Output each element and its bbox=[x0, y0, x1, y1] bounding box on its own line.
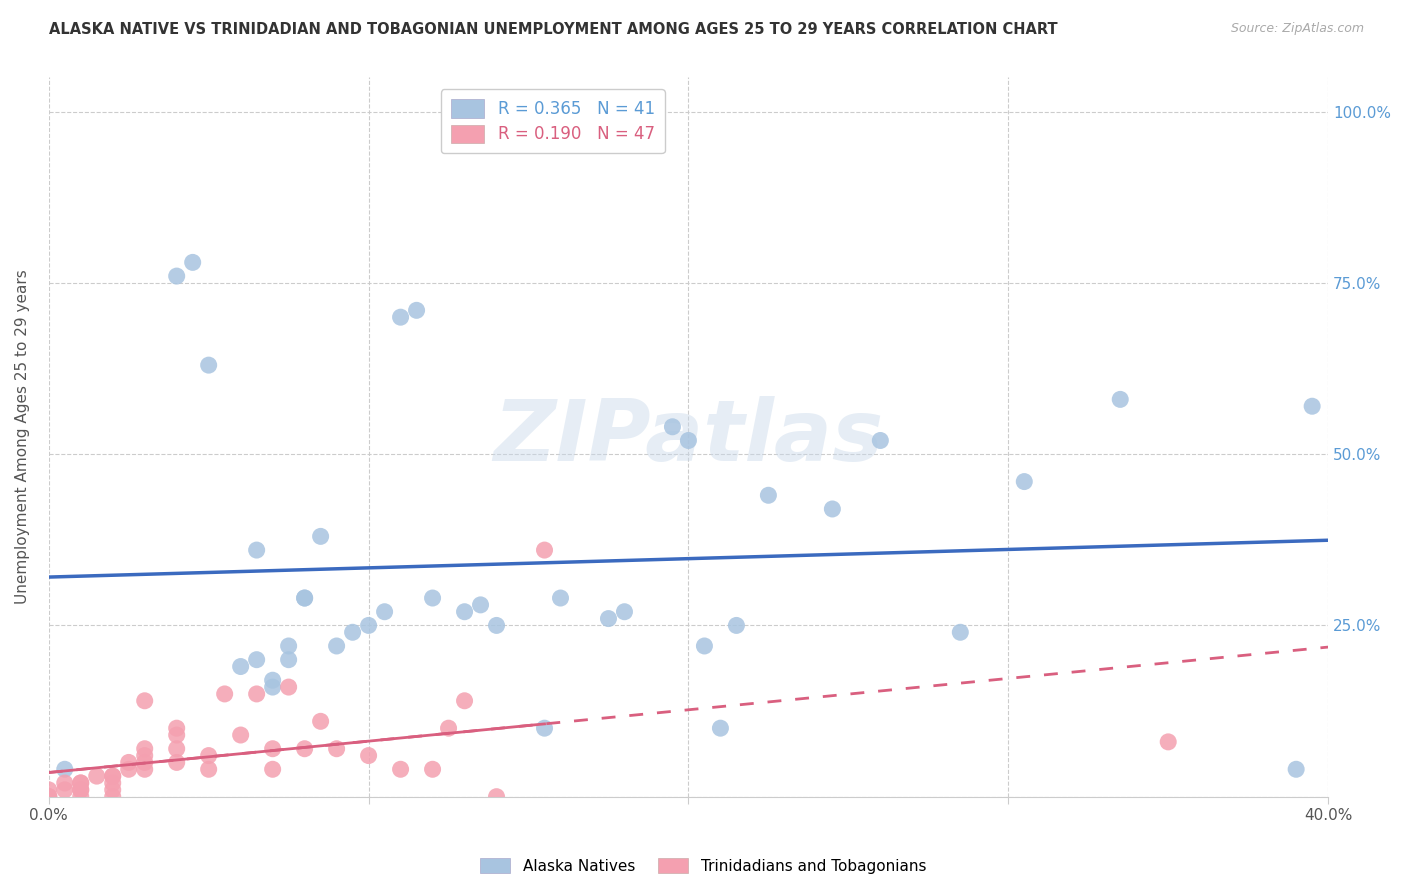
Point bbox=[69, 789, 91, 804]
Point bbox=[69, 782, 91, 797]
Point bbox=[262, 673, 284, 688]
Point bbox=[725, 618, 748, 632]
Point bbox=[1285, 762, 1308, 776]
Point bbox=[53, 776, 76, 790]
Text: ALASKA NATIVE VS TRINIDADIAN AND TOBAGONIAN UNEMPLOYMENT AMONG AGES 25 TO 29 YEA: ALASKA NATIVE VS TRINIDADIAN AND TOBAGON… bbox=[49, 22, 1057, 37]
Point bbox=[101, 769, 124, 783]
Point bbox=[277, 680, 299, 694]
Point bbox=[134, 694, 156, 708]
Point bbox=[101, 776, 124, 790]
Point bbox=[437, 721, 460, 735]
Point bbox=[166, 721, 188, 735]
Legend: R = 0.365   N = 41, R = 0.190   N = 47: R = 0.365 N = 41, R = 0.190 N = 47 bbox=[441, 89, 665, 153]
Point bbox=[949, 625, 972, 640]
Text: ZIPatlas: ZIPatlas bbox=[494, 395, 883, 478]
Point bbox=[422, 762, 444, 776]
Point bbox=[86, 769, 108, 783]
Y-axis label: Unemployment Among Ages 25 to 29 years: Unemployment Among Ages 25 to 29 years bbox=[15, 269, 30, 605]
Point bbox=[294, 591, 316, 605]
Point bbox=[693, 639, 716, 653]
Point bbox=[181, 255, 204, 269]
Point bbox=[262, 741, 284, 756]
Point bbox=[53, 782, 76, 797]
Point bbox=[294, 741, 316, 756]
Point bbox=[325, 741, 347, 756]
Point bbox=[678, 434, 700, 448]
Point bbox=[214, 687, 236, 701]
Point bbox=[277, 639, 299, 653]
Point bbox=[357, 618, 380, 632]
Point bbox=[453, 694, 475, 708]
Point bbox=[309, 529, 332, 543]
Point bbox=[166, 728, 188, 742]
Point bbox=[821, 502, 844, 516]
Point bbox=[101, 782, 124, 797]
Point bbox=[118, 762, 141, 776]
Point bbox=[389, 762, 412, 776]
Point bbox=[118, 756, 141, 770]
Point bbox=[758, 488, 780, 502]
Point bbox=[1109, 392, 1132, 407]
Point bbox=[613, 605, 636, 619]
Point bbox=[246, 653, 269, 667]
Point bbox=[262, 762, 284, 776]
Point bbox=[101, 789, 124, 804]
Point bbox=[470, 598, 492, 612]
Text: Source: ZipAtlas.com: Source: ZipAtlas.com bbox=[1230, 22, 1364, 36]
Point bbox=[277, 653, 299, 667]
Point bbox=[1014, 475, 1036, 489]
Point bbox=[342, 625, 364, 640]
Point bbox=[197, 762, 219, 776]
Point bbox=[405, 303, 427, 318]
Point bbox=[1157, 735, 1180, 749]
Point bbox=[166, 756, 188, 770]
Point bbox=[134, 756, 156, 770]
Point bbox=[101, 769, 124, 783]
Point bbox=[166, 269, 188, 284]
Point bbox=[166, 741, 188, 756]
Point bbox=[134, 762, 156, 776]
Point bbox=[709, 721, 731, 735]
Point bbox=[1301, 399, 1323, 413]
Point bbox=[69, 776, 91, 790]
Point bbox=[229, 728, 252, 742]
Point bbox=[453, 605, 475, 619]
Point bbox=[533, 543, 555, 558]
Point bbox=[485, 618, 508, 632]
Point bbox=[246, 687, 269, 701]
Point bbox=[550, 591, 572, 605]
Point bbox=[53, 762, 76, 776]
Point bbox=[262, 680, 284, 694]
Point bbox=[197, 748, 219, 763]
Point bbox=[38, 789, 60, 804]
Point bbox=[869, 434, 891, 448]
Point bbox=[134, 741, 156, 756]
Point bbox=[38, 782, 60, 797]
Point bbox=[422, 591, 444, 605]
Point bbox=[598, 611, 620, 625]
Point bbox=[357, 748, 380, 763]
Point bbox=[661, 419, 683, 434]
Point bbox=[38, 789, 60, 804]
Point bbox=[325, 639, 347, 653]
Point bbox=[246, 543, 269, 558]
Point bbox=[134, 748, 156, 763]
Point bbox=[294, 591, 316, 605]
Point bbox=[229, 659, 252, 673]
Point bbox=[38, 789, 60, 804]
Legend: Alaska Natives, Trinidadians and Tobagonians: Alaska Natives, Trinidadians and Tobagon… bbox=[474, 852, 932, 880]
Point bbox=[197, 358, 219, 372]
Point bbox=[69, 782, 91, 797]
Point bbox=[69, 776, 91, 790]
Point bbox=[389, 310, 412, 325]
Point bbox=[533, 721, 555, 735]
Point bbox=[309, 714, 332, 729]
Point bbox=[374, 605, 396, 619]
Point bbox=[485, 789, 508, 804]
